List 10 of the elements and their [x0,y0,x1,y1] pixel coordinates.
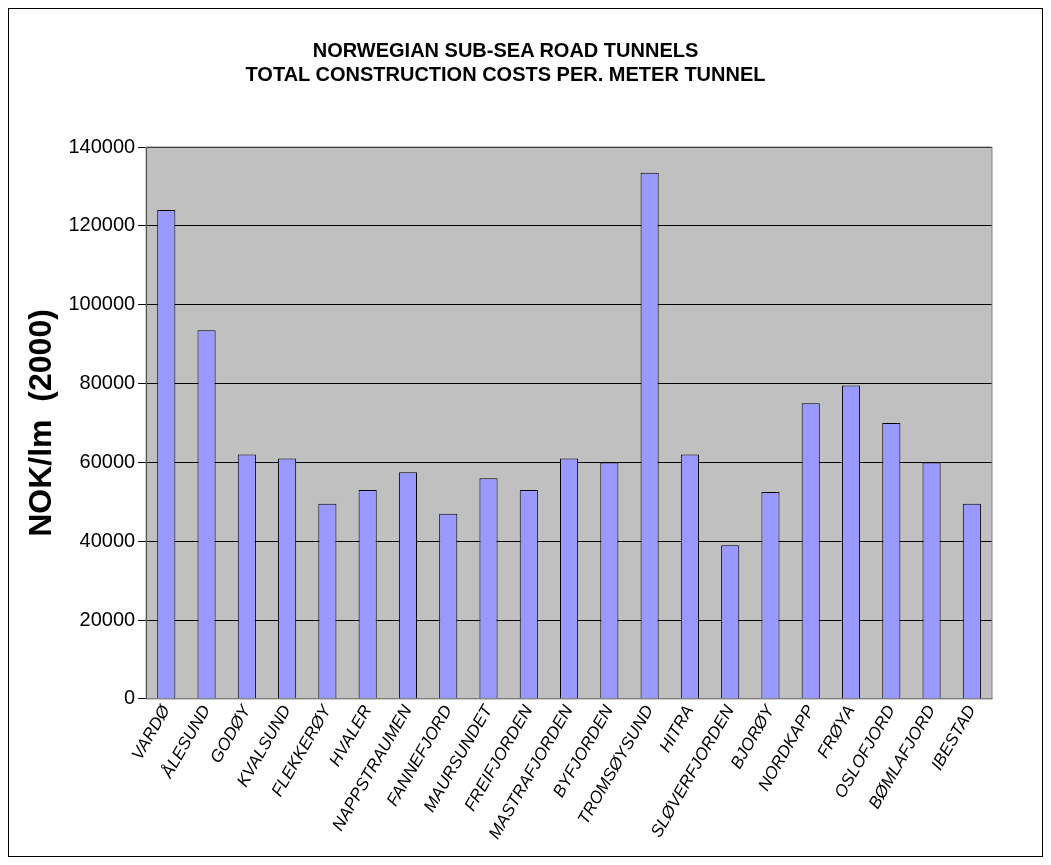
y-tick-label: 20000 [79,607,136,630]
y-axis-title: NOK/lm (2000) [22,309,59,537]
y-tick-label: 100000 [68,292,136,315]
y-tick-label: 80000 [79,371,136,394]
y-tick-label: 0 [124,686,136,709]
y-tick-label: 140000 [68,134,136,157]
y-tick-label: 60000 [79,449,136,472]
y-tick-label: 40000 [79,528,136,551]
chart-title: NORWEGIAN SUB-SEA ROAD TUNNELS TOTAL CONSTRUCTION COSTS PER. METER TUNNEL [245,38,766,85]
y-tick-label: 120000 [68,213,136,236]
